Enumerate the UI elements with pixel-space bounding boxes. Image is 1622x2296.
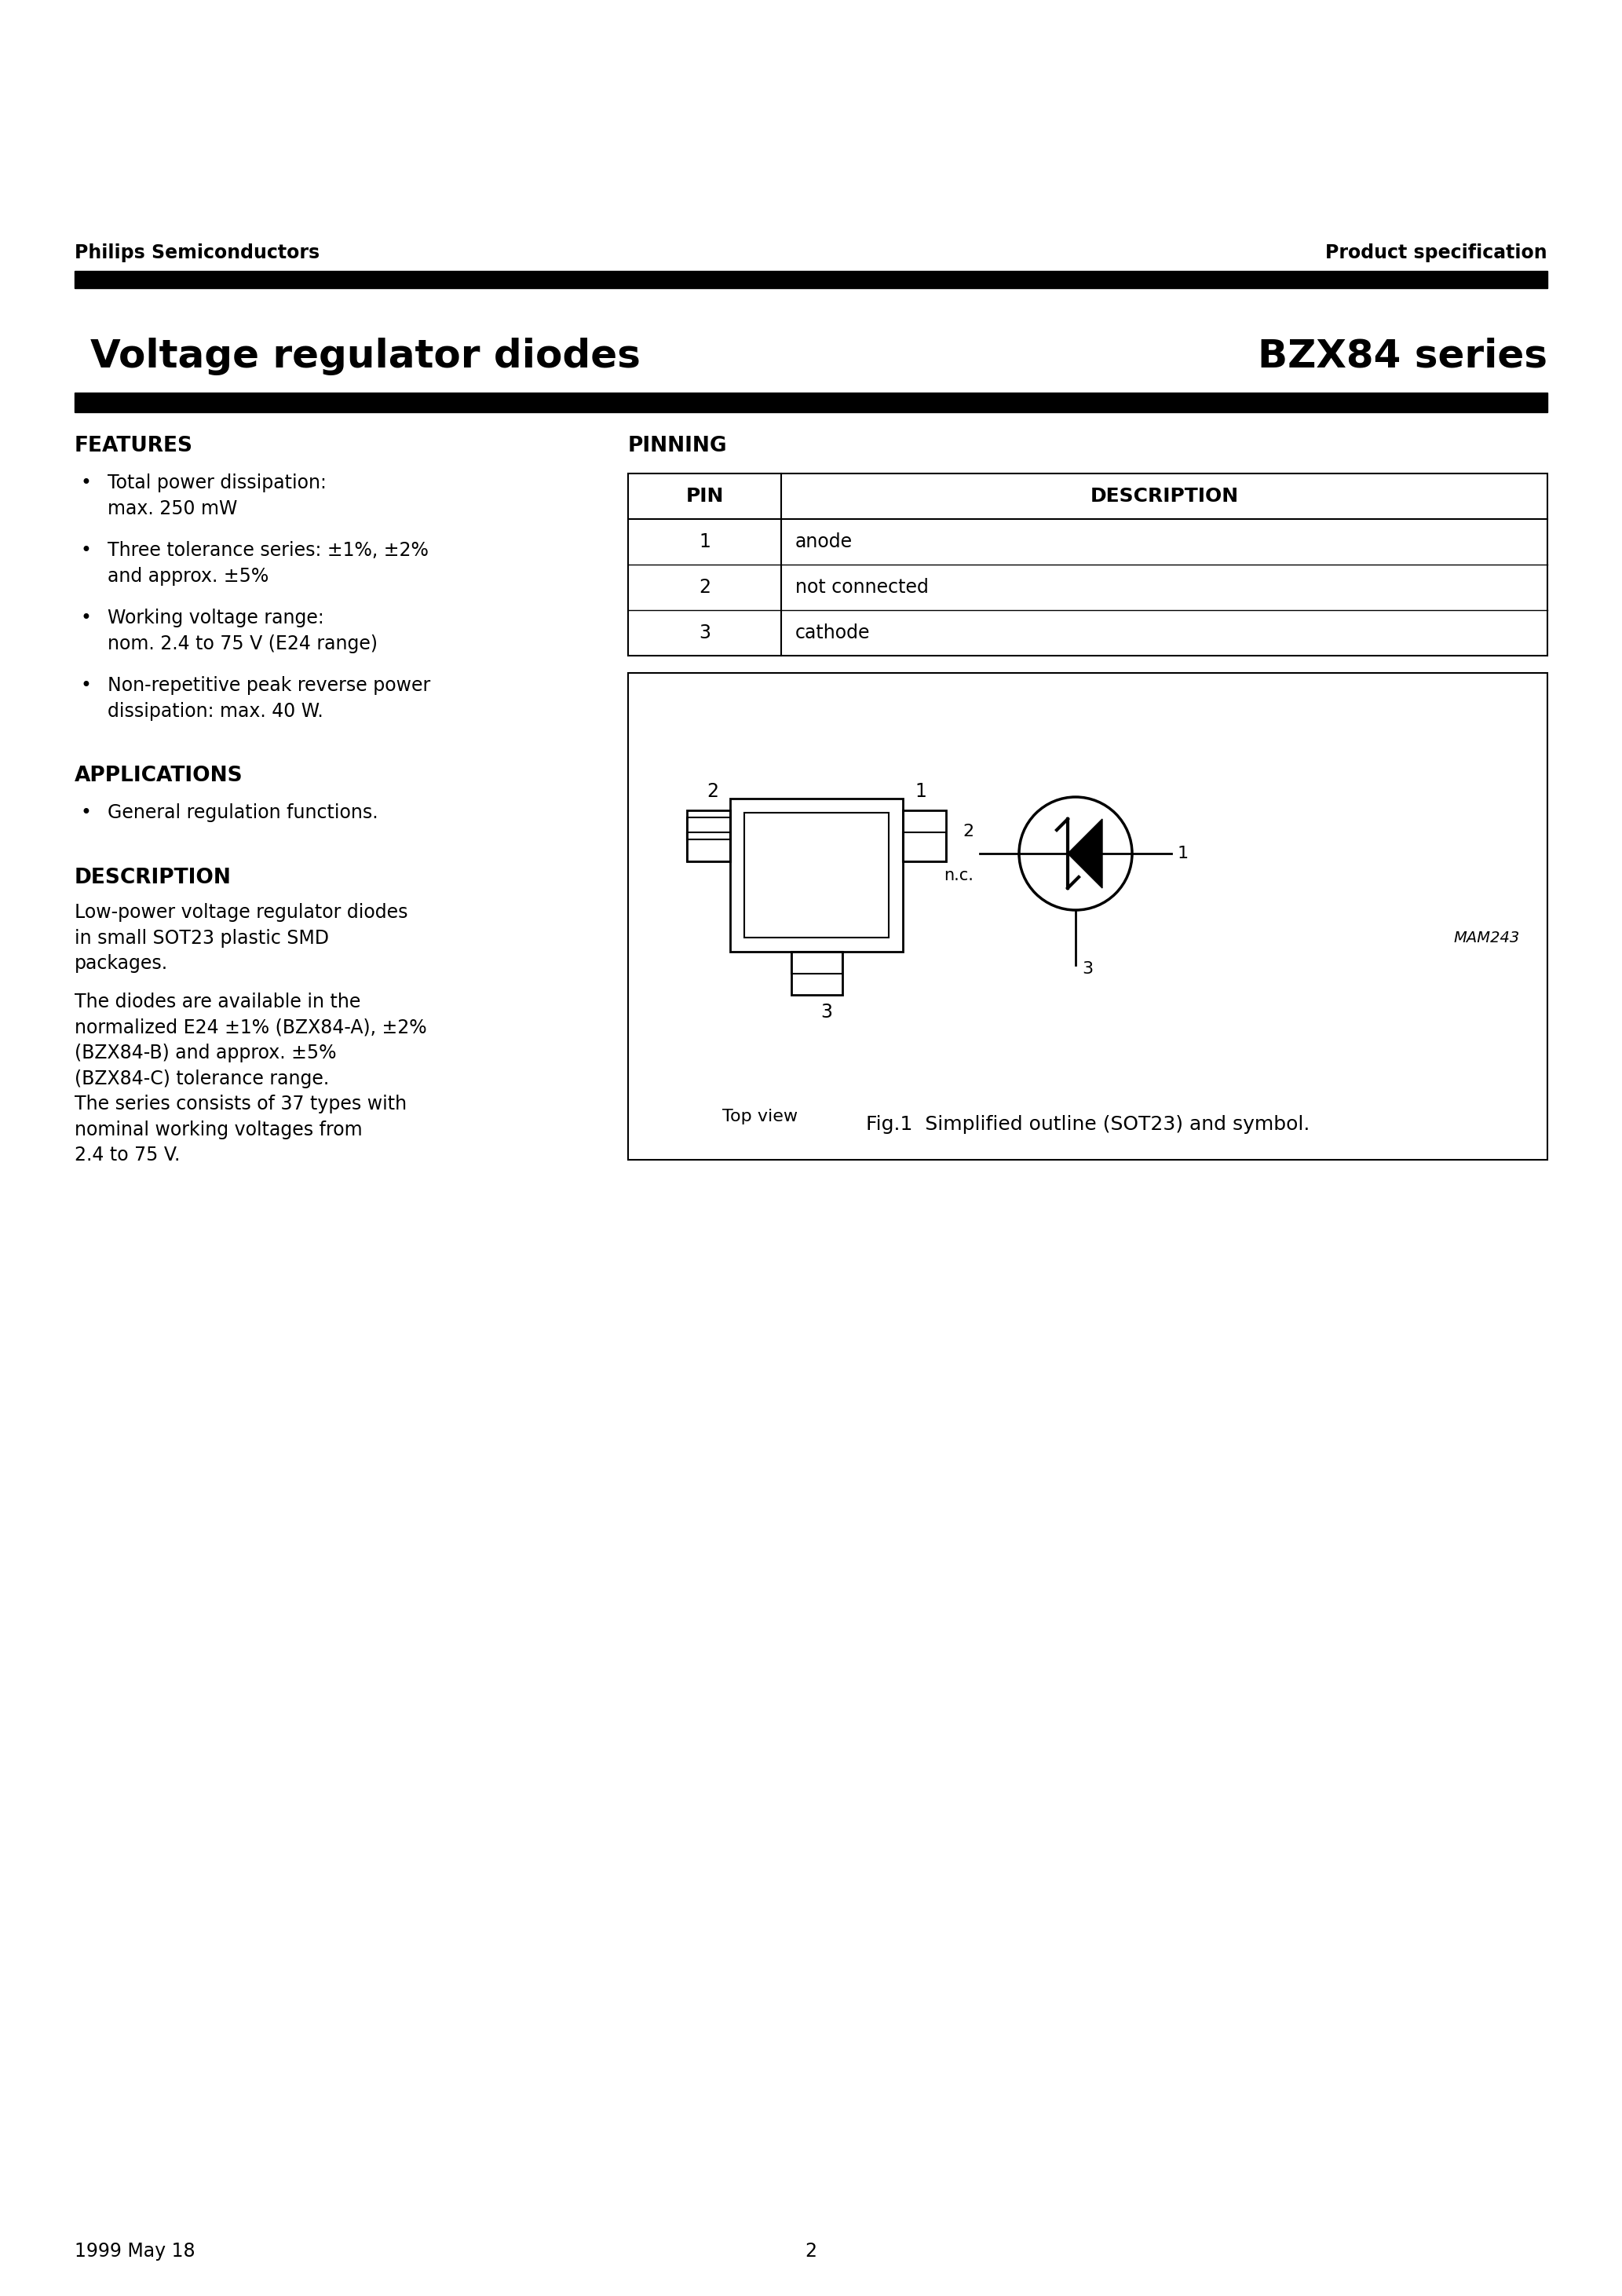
Text: Fig.1  Simplified outline (SOT23) and symbol.: Fig.1 Simplified outline (SOT23) and sym… xyxy=(866,1116,1309,1134)
Bar xyxy=(792,953,842,994)
Text: 2: 2 xyxy=(962,824,973,840)
Text: 3: 3 xyxy=(821,1003,832,1022)
Bar xyxy=(730,799,903,953)
Bar xyxy=(688,833,730,861)
Text: Working voltage range:
nom. 2.4 to 75 V (E24 range): Working voltage range: nom. 2.4 to 75 V … xyxy=(107,608,378,652)
Bar xyxy=(688,817,730,840)
Text: General regulation functions.: General regulation functions. xyxy=(107,804,378,822)
Text: 3: 3 xyxy=(699,625,710,643)
Text: The diodes are available in the
normalized E24 ±1% (BZX84-A), ±2%
(BZX84-B) and : The diodes are available in the normaliz… xyxy=(75,992,427,1164)
Text: n.c.: n.c. xyxy=(944,868,973,884)
Bar xyxy=(792,953,842,974)
Text: •: • xyxy=(81,804,92,822)
Text: •: • xyxy=(81,542,92,560)
Text: •: • xyxy=(81,473,92,491)
Bar xyxy=(75,393,1547,413)
Text: APPLICATIONS: APPLICATIONS xyxy=(75,765,243,785)
Text: PINNING: PINNING xyxy=(628,436,728,457)
Bar xyxy=(688,810,730,861)
Text: •: • xyxy=(81,675,92,696)
Text: 2: 2 xyxy=(699,579,710,597)
Text: 1: 1 xyxy=(1178,845,1189,861)
Bar xyxy=(903,833,946,861)
Text: PIN: PIN xyxy=(686,487,723,505)
Text: 3: 3 xyxy=(1082,962,1093,976)
Text: MAM243: MAM243 xyxy=(1453,930,1520,946)
Text: 2: 2 xyxy=(805,2241,817,2262)
Text: Total power dissipation:
max. 250 mW: Total power dissipation: max. 250 mW xyxy=(107,473,326,519)
Bar xyxy=(628,673,1547,1159)
Text: •: • xyxy=(81,608,92,627)
Text: Top view: Top view xyxy=(722,1109,798,1125)
Text: BZX84 series: BZX84 series xyxy=(1257,338,1547,374)
Text: Product specification: Product specification xyxy=(1325,243,1547,262)
Text: 1: 1 xyxy=(699,533,710,551)
Text: 1999 May 18: 1999 May 18 xyxy=(75,2241,195,2262)
Text: 2: 2 xyxy=(707,783,719,801)
Text: anode: anode xyxy=(795,533,853,551)
Bar xyxy=(75,271,1547,289)
Text: Non-repetitive peak reverse power
dissipation: max. 40 W.: Non-repetitive peak reverse power dissip… xyxy=(107,675,430,721)
Text: Low-power voltage regulator diodes
in small SOT23 plastic SMD
packages.: Low-power voltage regulator diodes in sm… xyxy=(75,902,407,974)
Text: 1: 1 xyxy=(915,783,926,801)
Bar xyxy=(903,810,946,861)
Polygon shape xyxy=(1067,820,1103,889)
Bar xyxy=(628,473,1547,657)
Text: Three tolerance series: ±1%, ±2%
and approx. ±5%: Three tolerance series: ±1%, ±2% and app… xyxy=(107,542,428,585)
Text: DESCRIPTION: DESCRIPTION xyxy=(75,868,232,889)
Text: Voltage regulator diodes: Voltage regulator diodes xyxy=(91,338,641,374)
Text: DESCRIPTION: DESCRIPTION xyxy=(1090,487,1239,505)
Text: FEATURES: FEATURES xyxy=(75,436,193,457)
Text: Philips Semiconductors: Philips Semiconductors xyxy=(75,243,320,262)
Text: cathode: cathode xyxy=(795,625,871,643)
Bar xyxy=(744,813,889,937)
Text: not connected: not connected xyxy=(795,579,929,597)
